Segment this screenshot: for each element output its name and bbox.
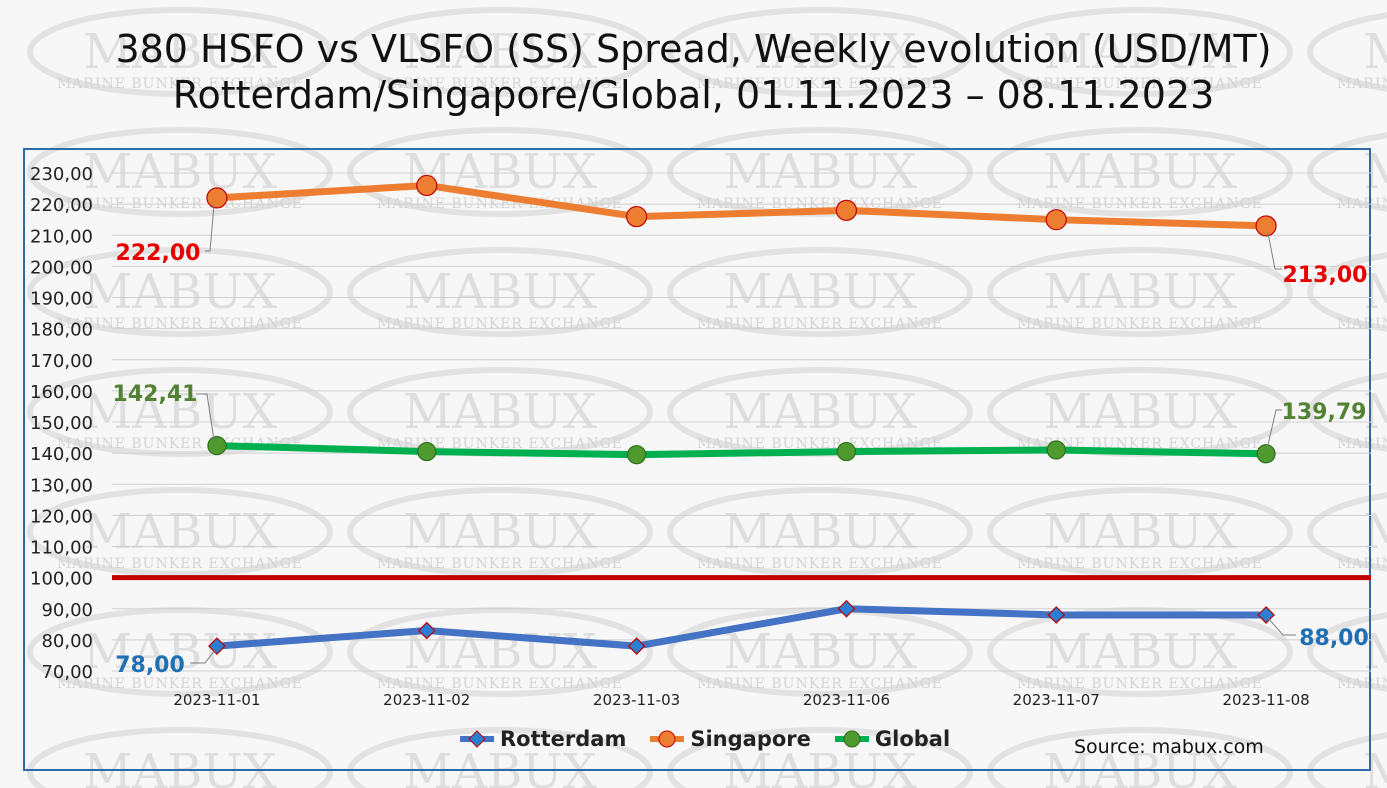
data-point	[1256, 444, 1276, 464]
data-point	[1045, 209, 1067, 231]
chart-title: 380 HSFO vs VLSFO (SS) Spread, Weekly ev…	[115, 27, 1272, 71]
x-tick-label: 2023-11-03	[593, 691, 680, 709]
x-tick-label: 2023-11-02	[383, 691, 470, 709]
y-tick-label: 140,00	[30, 444, 93, 465]
y-tick-label: 210,00	[30, 226, 93, 247]
y-tick-label: 160,00	[30, 382, 93, 403]
legend-item-singapore[interactable]: Singapore	[648, 727, 811, 751]
y-tick-label: 80,00	[41, 631, 93, 652]
x-axis: 2023-11-01 2023-11-02 2023-11-03 2023-11-06…	[173, 691, 1309, 709]
y-axis: 70,00 80,00 90,00 100,00 110,00 120,00 130,00 1…	[30, 164, 93, 683]
y-tick-label: 70,00	[41, 662, 93, 683]
series-line	[216, 442, 1267, 459]
x-tick-label: 2023-11-01	[173, 691, 260, 709]
y-tick-label: 190,00	[30, 289, 93, 310]
y-tick-label: 200,00	[30, 257, 93, 278]
data-point	[208, 637, 226, 655]
data-point	[626, 445, 647, 465]
data-point	[1047, 606, 1066, 624]
series-line	[216, 181, 1267, 230]
legend-label-global: Global	[874, 727, 951, 751]
series-line	[216, 605, 1267, 650]
y-tick-label: 130,00	[30, 475, 93, 496]
label-leader-line	[1267, 617, 1296, 636]
label-leader-line	[196, 393, 215, 441]
source-note: Source: mabux.com	[1074, 736, 1264, 758]
data-point	[627, 637, 646, 655]
legend-item-rotterdam[interactable]: Rotterdam	[458, 727, 626, 751]
chart-subtitle: Rotterdam/Singapore/Global, 01.11.2023 –…	[172, 73, 1215, 117]
data-point	[207, 436, 227, 456]
data-point	[835, 199, 858, 221]
legend-marker-rotterdam	[460, 730, 494, 748]
y-tick-label: 220,00	[30, 195, 93, 216]
chart-title-block: 380 HSFO vs VLSFO (SS) Spread, Weekly ev…	[0, 26, 1387, 118]
y-tick-label: 230,00	[30, 164, 93, 185]
data-label: 142,41	[113, 382, 198, 407]
y-tick-label: 100,00	[30, 569, 93, 590]
data-label: 78,00	[115, 653, 185, 678]
data-point	[1255, 215, 1277, 237]
y-tick-label: 170,00	[30, 351, 93, 372]
legend-label-singapore: Singapore	[690, 727, 811, 751]
data-point	[837, 599, 856, 618]
data-label: 88,00	[1299, 626, 1369, 651]
legend-label-rotterdam: Rotterdam	[500, 727, 627, 751]
label-leader-line	[190, 649, 216, 664]
legend-item-global[interactable]: Global	[833, 727, 950, 751]
data-point	[1046, 440, 1066, 460]
legend: Rotterdam Singapore Global	[458, 724, 950, 754]
y-tick-label: 150,00	[30, 413, 93, 434]
x-tick-label: 2023-11-08	[1222, 691, 1309, 709]
data-point	[417, 441, 437, 462]
data-point	[836, 441, 857, 462]
label-leader-line	[1266, 409, 1282, 450]
data-point	[1257, 606, 1275, 624]
chart-frame	[23, 148, 1371, 771]
data-point	[206, 187, 228, 209]
y-tick-label: 110,00	[30, 538, 93, 559]
data-point	[625, 205, 648, 228]
legend-marker-singapore	[650, 730, 685, 748]
data-label: 222,00	[116, 241, 201, 266]
series-global: 142,41 139,79	[113, 382, 1367, 465]
x-tick-label: 2023-11-07	[1013, 691, 1100, 709]
y-tick-label: 90,00	[41, 600, 93, 621]
x-tick-label: 2023-11-06	[803, 691, 890, 709]
data-point	[417, 621, 436, 640]
legend-marker-global	[834, 730, 869, 748]
y-tick-label: 180,00	[30, 320, 93, 341]
label-leader-line	[1267, 232, 1282, 270]
series-singapore: 222,00 213,00	[116, 174, 1368, 288]
data-label: 213,00	[1283, 263, 1368, 288]
series-rotterdam: 78,00 88,00	[115, 599, 1369, 678]
data-label: 139,79	[1282, 400, 1367, 425]
y-tick-label: 120,00	[30, 506, 93, 527]
data-point	[416, 174, 438, 197]
label-leader-line	[205, 204, 215, 252]
gridlines	[112, 172, 1371, 672]
